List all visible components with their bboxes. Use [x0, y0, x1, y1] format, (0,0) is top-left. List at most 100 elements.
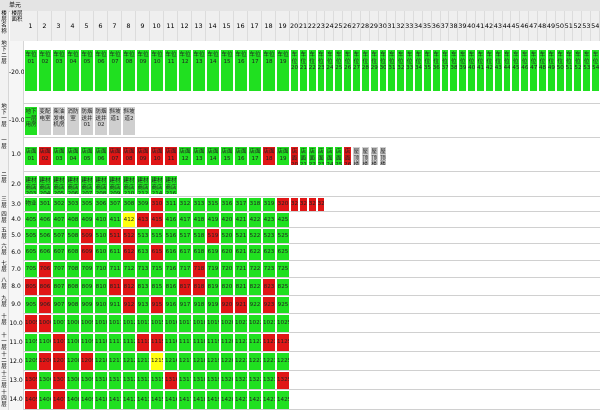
unit-cell[interactable]: 916: [164, 296, 178, 314]
unit-cell[interactable]: 1415: [150, 390, 164, 410]
unit-cell[interactable]: 店面03: [52, 146, 66, 166]
unit-cell[interactable]: 1122: [248, 333, 262, 352]
unit-cell[interactable]: 303: [66, 197, 80, 212]
unit-cell[interactable]: 店面07: [108, 146, 122, 166]
unit-cell[interactable]: 613: [136, 244, 150, 261]
unit-cell[interactable]: 车位20: [290, 49, 299, 92]
unit-cell[interactable]: 811: [108, 278, 122, 296]
unit-cell[interactable]: 1113: [136, 333, 150, 352]
unit-cell[interactable]: 建材商店214: [150, 175, 164, 195]
unit-cell[interactable]: 417: [178, 212, 192, 228]
unit-cell[interactable]: 1421: [234, 390, 248, 410]
unit-cell[interactable]: 防烟送井01: [80, 106, 94, 136]
unit-cell[interactable]: 车位31: [387, 49, 397, 92]
unit-cell[interactable]: 508: [66, 228, 80, 244]
unit-cell[interactable]: 717: [178, 261, 192, 278]
unit-cell[interactable]: 318: [248, 197, 262, 212]
unit-cell[interactable]: 516: [164, 228, 178, 244]
unit-cell[interactable]: 1206: [38, 352, 52, 371]
unit-cell[interactable]: 1305: [24, 371, 38, 390]
unit-cell[interactable]: 1220: [220, 352, 234, 371]
unit-cell[interactable]: 609: [80, 244, 94, 261]
unit-cell[interactable]: 车位41: [476, 49, 485, 92]
unit-cell[interactable]: 1221: [234, 352, 248, 371]
unit-cell[interactable]: 323: [307, 197, 317, 212]
unit-cell[interactable]: 411: [108, 212, 122, 228]
unit-cell[interactable]: 419: [206, 212, 220, 228]
unit-cell[interactable]: 1215: [150, 352, 164, 371]
unit-cell[interactable]: 1119: [206, 333, 220, 352]
unit-cell[interactable]: 405: [24, 212, 38, 228]
unit-cell[interactable]: 1321: [234, 371, 248, 390]
unit-cell[interactable]: 616: [164, 244, 178, 261]
unit-cell[interactable]: 屋顶楼梯井04: [378, 146, 388, 166]
unit-cell[interactable]: 317: [234, 197, 248, 212]
unit-cell[interactable]: 建材商店206: [66, 175, 80, 195]
unit-cell[interactable]: 915: [150, 296, 164, 314]
unit-cell[interactable]: 316: [220, 197, 234, 212]
unit-cell[interactable]: 823: [262, 278, 276, 296]
unit-cell[interactable]: 地下一层用房: [24, 106, 38, 136]
unit-cell[interactable]: 302: [52, 197, 66, 212]
unit-cell[interactable]: 1418: [192, 390, 206, 410]
unit-cell[interactable]: 车位28: [360, 49, 370, 92]
unit-cell[interactable]: 1118: [192, 333, 206, 352]
unit-cell[interactable]: 车位49: [546, 49, 556, 92]
unit-cell[interactable]: 1316: [164, 371, 178, 390]
unit-cell[interactable]: 310: [150, 197, 164, 212]
unit-cell[interactable]: 1020: [220, 314, 234, 333]
unit-cell[interactable]: 718: [192, 261, 206, 278]
unit-cell[interactable]: 店面02: [38, 146, 52, 166]
unit-cell[interactable]: 车位01: [24, 49, 38, 92]
unit-cell[interactable]: 523: [262, 228, 276, 244]
unit-cell[interactable]: 321: [290, 197, 299, 212]
unit-cell[interactable]: 1423: [262, 390, 276, 410]
unit-cell[interactable]: 617: [178, 244, 192, 261]
unit-cell[interactable]: 513: [136, 228, 150, 244]
unit-cell[interactable]: 306: [94, 197, 108, 212]
unit-cell[interactable]: 1010: [94, 314, 108, 333]
unit-cell[interactable]: 车位35: [422, 49, 432, 92]
unit-cell[interactable]: 1311: [108, 371, 122, 390]
unit-cell[interactable]: 1310: [94, 371, 108, 390]
unit-cell[interactable]: 512: [122, 228, 136, 244]
unit-cell[interactable]: 410: [94, 212, 108, 228]
unit-cell[interactable]: 908: [66, 296, 80, 314]
unit-cell[interactable]: 805: [24, 278, 38, 296]
unit-cell[interactable]: 1025: [276, 314, 290, 333]
unit-cell[interactable]: 809: [80, 278, 94, 296]
unit-cell[interactable]: 810: [94, 278, 108, 296]
unit-cell[interactable]: 1315: [150, 371, 164, 390]
unit-cell[interactable]: 420: [220, 212, 234, 228]
unit-cell[interactable]: 斜坡道1: [108, 106, 122, 136]
unit-cell[interactable]: 421: [234, 212, 248, 228]
unit-cell[interactable]: 1112: [122, 333, 136, 352]
unit-cell[interactable]: 车位29: [369, 49, 379, 92]
unit-cell[interactable]: 物业用房: [24, 197, 38, 212]
unit-cell[interactable]: 车位34: [414, 49, 423, 92]
unit-cell[interactable]: 716: [164, 261, 178, 278]
unit-cell[interactable]: 515: [150, 228, 164, 244]
unit-cell[interactable]: 311: [164, 197, 178, 212]
unit-cell[interactable]: 车位25: [334, 49, 344, 92]
unit-cell[interactable]: 车位48: [538, 49, 547, 92]
unit-cell[interactable]: 1115: [150, 333, 164, 352]
unit-cell[interactable]: 建材商店210: [122, 175, 136, 195]
unit-cell[interactable]: 车位37: [440, 49, 450, 92]
unit-cell[interactable]: 1313: [136, 371, 150, 390]
unit-cell[interactable]: 车位15: [220, 49, 234, 92]
unit-cell[interactable]: 606: [38, 244, 52, 261]
unit-cell[interactable]: 625: [276, 244, 290, 261]
unit-cell[interactable]: 710: [94, 261, 108, 278]
unit-cell[interactable]: 911: [108, 296, 122, 314]
unit-cell[interactable]: 店面22: [307, 146, 317, 166]
unit-cell[interactable]: 店面11: [164, 146, 178, 166]
unit-cell[interactable]: 706: [38, 261, 52, 278]
unit-cell[interactable]: 车位38: [449, 49, 459, 92]
unit-cell[interactable]: 店面05: [80, 146, 94, 166]
unit-cell[interactable]: 1410: [94, 390, 108, 410]
unit-cell[interactable]: 斜坡道2: [122, 106, 136, 136]
unit-cell[interactable]: 715: [150, 261, 164, 278]
unit-cell[interactable]: 615: [150, 244, 164, 261]
unit-cell[interactable]: 912: [122, 296, 136, 314]
